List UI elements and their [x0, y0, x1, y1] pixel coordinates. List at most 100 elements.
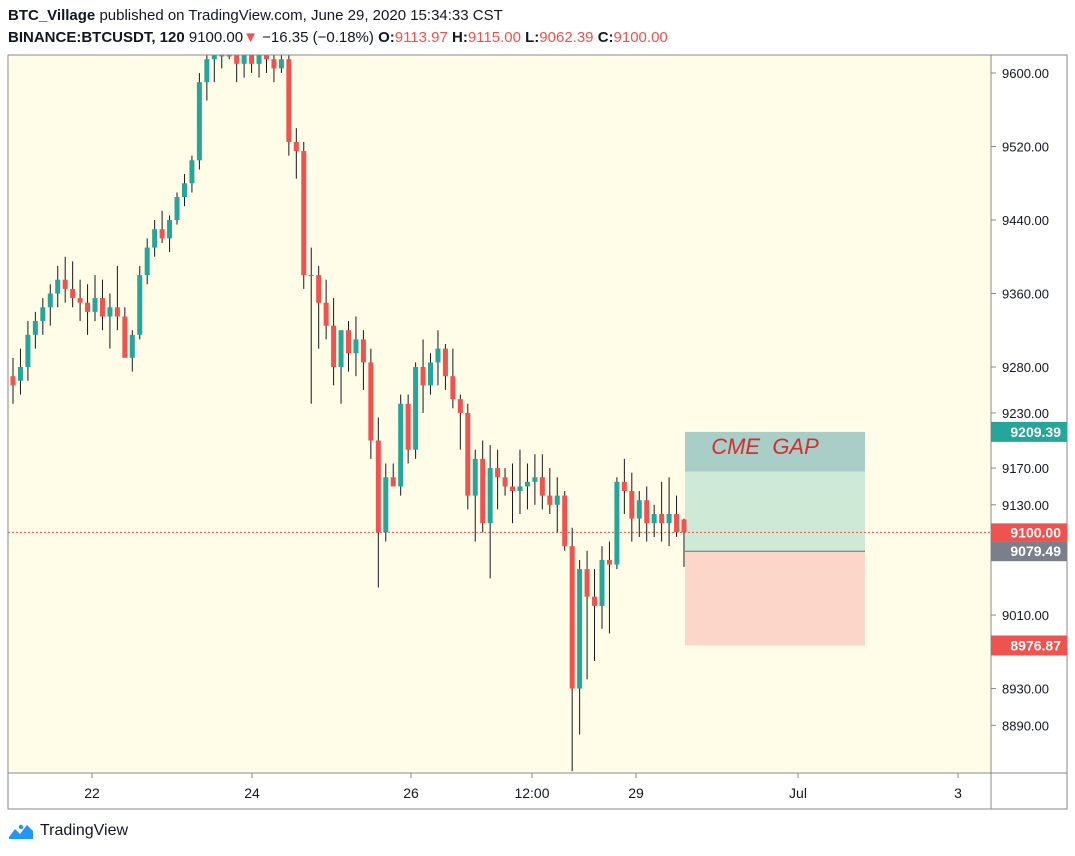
candle[interactable] — [331, 325, 337, 367]
candle[interactable] — [517, 486, 523, 492]
candle[interactable] — [323, 302, 329, 326]
candle[interactable] — [472, 458, 478, 496]
candle[interactable] — [107, 307, 113, 317]
candle[interactable] — [577, 569, 583, 689]
candle[interactable] — [62, 279, 68, 289]
candle[interactable] — [196, 82, 202, 161]
candle[interactable] — [338, 330, 344, 367]
candle[interactable] — [644, 500, 650, 524]
cme-gap-zone[interactable] — [685, 431, 865, 472]
candle[interactable] — [450, 376, 456, 400]
candle[interactable] — [77, 298, 83, 303]
candle[interactable] — [70, 288, 76, 299]
candle[interactable] — [293, 141, 299, 152]
candle[interactable] — [629, 491, 635, 519]
candle[interactable] — [398, 403, 404, 487]
candle[interactable] — [532, 477, 538, 482]
candle[interactable] — [360, 339, 366, 363]
candle[interactable] — [465, 412, 471, 496]
plot-area[interactable] — [7, 54, 992, 774]
candle[interactable] — [420, 367, 426, 386]
candle[interactable] — [636, 500, 642, 519]
candle[interactable] — [524, 481, 530, 487]
target-zone[interactable] — [685, 471, 865, 552]
candle[interactable] — [249, 55, 255, 64]
candle[interactable] — [614, 481, 620, 565]
candle[interactable] — [428, 362, 434, 386]
candle[interactable] — [495, 468, 501, 478]
candle[interactable] — [234, 55, 240, 64]
candle[interactable] — [480, 458, 486, 524]
candle[interactable] — [651, 514, 657, 524]
stop-zone[interactable] — [685, 551, 865, 646]
candle[interactable] — [599, 559, 605, 606]
candle[interactable] — [405, 403, 411, 450]
time-axis[interactable] — [7, 772, 992, 810]
candle[interactable] — [114, 307, 120, 317]
candle[interactable] — [390, 477, 396, 487]
author-name[interactable]: BTC_Village — [8, 7, 96, 24]
candle[interactable] — [181, 183, 187, 198]
candle[interactable] — [539, 477, 545, 496]
candle[interactable] — [167, 220, 173, 239]
candle[interactable] — [10, 376, 16, 386]
candle[interactable] — [457, 399, 463, 413]
candle[interactable] — [47, 293, 53, 308]
candle[interactable] — [32, 321, 38, 335]
candle[interactable] — [346, 330, 351, 354]
candle[interactable] — [621, 481, 627, 492]
candle[interactable] — [353, 339, 359, 354]
candle[interactable] — [226, 55, 232, 57]
candle[interactable] — [584, 569, 590, 597]
candle[interactable] — [55, 279, 61, 294]
candle[interactable] — [442, 348, 448, 377]
candle[interactable] — [189, 160, 195, 184]
candle[interactable] — [308, 275, 314, 277]
candle[interactable] — [137, 275, 143, 335]
candle[interactable] — [547, 495, 553, 505]
candle[interactable] — [666, 514, 672, 524]
candle[interactable] — [592, 596, 598, 606]
candle[interactable] — [383, 477, 389, 533]
candle[interactable] — [487, 468, 493, 524]
candle[interactable] — [435, 348, 441, 363]
candle[interactable] — [204, 59, 210, 83]
candle[interactable] — [606, 559, 612, 565]
candle[interactable] — [85, 302, 91, 312]
footer-brand[interactable]: TradingView — [8, 822, 128, 840]
candle[interactable] — [562, 495, 568, 547]
candle[interactable] — [659, 514, 665, 524]
candle[interactable] — [502, 477, 508, 487]
candle[interactable] — [92, 298, 98, 312]
candle[interactable] — [278, 59, 284, 69]
candle[interactable] — [510, 486, 516, 492]
candle[interactable] — [40, 307, 46, 322]
candle[interactable] — [152, 229, 158, 248]
candle[interactable] — [681, 519, 687, 533]
candle[interactable] — [25, 334, 31, 367]
candle[interactable] — [263, 55, 269, 60]
candle[interactable] — [413, 367, 419, 450]
candle[interactable] — [674, 514, 680, 533]
candle[interactable] — [144, 247, 150, 276]
candle[interactable] — [375, 440, 381, 533]
candle[interactable] — [129, 334, 135, 358]
candle[interactable] — [569, 546, 575, 689]
candle[interactable] — [301, 151, 307, 276]
candle[interactable] — [256, 55, 262, 64]
candle[interactable] — [17, 367, 23, 381]
candle[interactable] — [271, 59, 277, 69]
candle[interactable] — [219, 55, 225, 57]
candle[interactable] — [316, 275, 322, 303]
symbol-interval[interactable]: BINANCE:BTCUSDT, 120 — [8, 29, 185, 46]
candle[interactable] — [99, 298, 105, 317]
candle[interactable] — [368, 362, 374, 441]
candle[interactable] — [554, 495, 560, 505]
candle[interactable] — [159, 229, 165, 239]
candle[interactable] — [174, 197, 180, 220]
candle[interactable] — [211, 55, 217, 60]
candle[interactable] — [122, 316, 128, 358]
candle[interactable] — [241, 55, 247, 64]
candle[interactable] — [286, 59, 292, 142]
